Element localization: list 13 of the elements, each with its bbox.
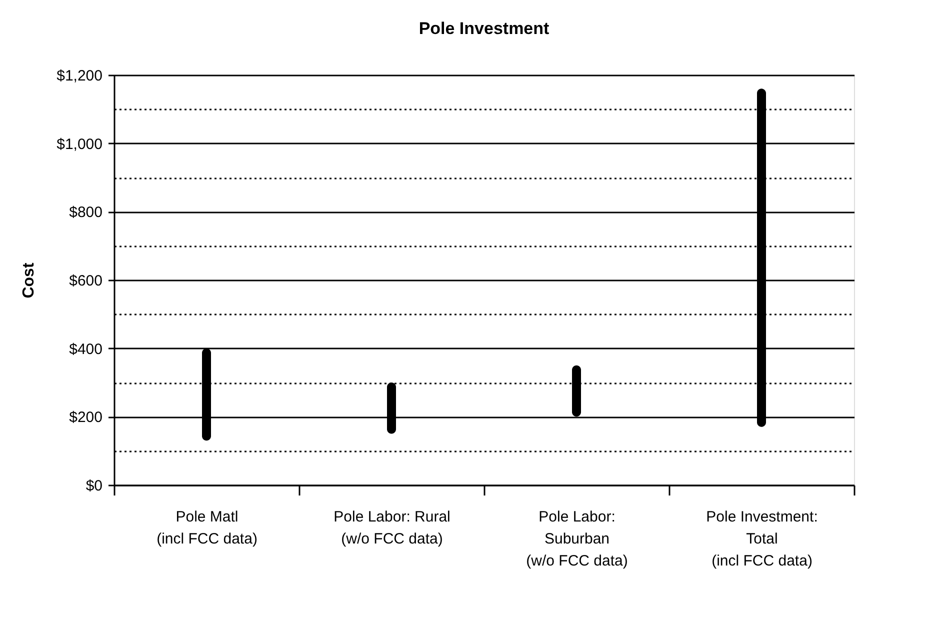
x-tick-label: Pole Labor: Suburban (w/o FCC data)	[526, 508, 628, 570]
y-tick-label: $1,200	[56, 68, 102, 84]
y-axis-title: Cost	[20, 262, 38, 298]
y-tick-label: $0	[86, 478, 102, 494]
y-tick-label: $400	[69, 340, 102, 358]
y-tick-label: $600	[69, 272, 102, 290]
x-tick-label: Pole Investment: Total (incl FCC data)	[706, 508, 818, 570]
x-tick-label: Pole Matl (incl FCC data)	[156, 508, 258, 548]
y-tick-label: $1,000	[56, 136, 102, 153]
chart-title: Pole Investment	[418, 19, 550, 38]
y-tick-label: $200	[69, 409, 102, 426]
y-tick-label: $800	[69, 204, 102, 222]
x-tick-label: Pole Labor: Rural (w/o FCC data)	[334, 508, 450, 548]
